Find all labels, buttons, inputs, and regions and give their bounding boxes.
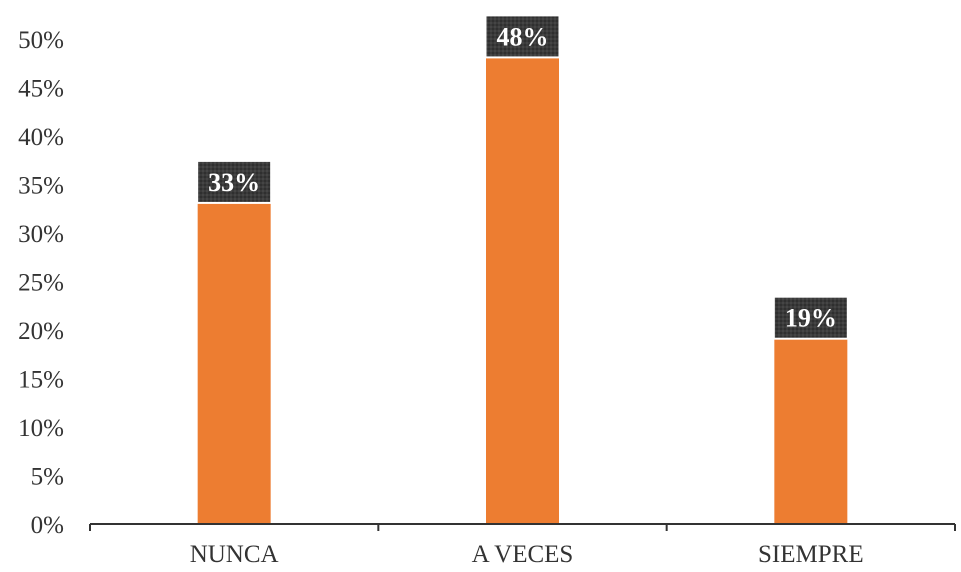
x-axis: NUNCA A VECES SIEMPRE <box>89 523 956 568</box>
x-category-label: A VECES <box>472 541 574 568</box>
bar-a-veces <box>486 58 559 525</box>
bar-nunca <box>197 203 271 524</box>
data-label-box <box>774 297 847 338</box>
bars-group <box>197 58 848 525</box>
y-tick-label: 10% <box>18 415 64 442</box>
y-tick-label: 25% <box>18 270 64 297</box>
data-label: 33% <box>208 168 260 197</box>
data-label: 48% <box>497 22 549 51</box>
y-axis-tick-labels: 0% 5% 10% 15% 20% 25% 30% 35% 40% 45% 50% <box>18 27 64 539</box>
data-label-box <box>198 161 271 202</box>
y-tick-label: 50% <box>18 27 64 54</box>
y-tick-label: 40% <box>18 124 64 151</box>
y-tick-label: 30% <box>18 221 64 248</box>
x-category-label: SIEMPRE <box>758 541 864 568</box>
y-tick-label: 20% <box>18 318 64 345</box>
y-tick-label: 15% <box>18 367 64 394</box>
data-label-box <box>486 16 559 57</box>
bar-siempre <box>774 339 848 524</box>
y-tick-label: 35% <box>18 173 64 200</box>
data-label: 19% <box>785 304 837 333</box>
data-labels-group: 33% 48% 19% <box>198 16 847 338</box>
y-tick-label: 45% <box>18 76 64 103</box>
x-category-label: NUNCA <box>190 541 279 568</box>
y-tick-label: 5% <box>31 464 64 491</box>
y-tick-label: 0% <box>31 512 64 539</box>
